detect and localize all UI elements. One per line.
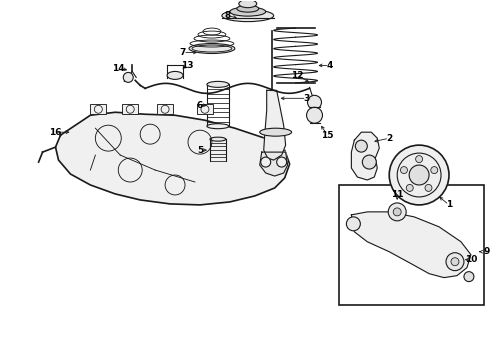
Circle shape bbox=[307, 107, 322, 123]
Text: 3: 3 bbox=[303, 94, 310, 103]
Ellipse shape bbox=[189, 44, 235, 54]
Text: 1: 1 bbox=[446, 201, 452, 210]
Circle shape bbox=[308, 95, 321, 109]
Text: 6: 6 bbox=[197, 101, 203, 110]
Bar bbox=[90, 104, 106, 114]
Circle shape bbox=[425, 184, 432, 192]
Ellipse shape bbox=[230, 7, 266, 16]
Polygon shape bbox=[264, 90, 286, 160]
Bar bbox=[340, 185, 484, 305]
Circle shape bbox=[261, 157, 270, 167]
Text: 2: 2 bbox=[386, 134, 392, 143]
Circle shape bbox=[431, 167, 438, 174]
Text: 14: 14 bbox=[112, 64, 124, 73]
Ellipse shape bbox=[237, 5, 259, 12]
Circle shape bbox=[123, 72, 133, 82]
Polygon shape bbox=[55, 112, 290, 205]
Ellipse shape bbox=[207, 124, 229, 129]
Circle shape bbox=[400, 167, 408, 174]
Text: 11: 11 bbox=[391, 190, 403, 199]
Circle shape bbox=[346, 217, 360, 231]
Text: 16: 16 bbox=[49, 128, 62, 137]
Circle shape bbox=[389, 145, 449, 205]
Circle shape bbox=[451, 258, 459, 266]
Text: 4: 4 bbox=[326, 61, 333, 70]
Text: 7: 7 bbox=[180, 48, 186, 57]
Bar bbox=[197, 104, 213, 114]
Text: 12: 12 bbox=[292, 71, 304, 80]
Text: 5: 5 bbox=[197, 145, 203, 154]
Ellipse shape bbox=[210, 137, 226, 141]
Bar bbox=[122, 104, 138, 114]
Text: 10: 10 bbox=[465, 255, 477, 264]
Circle shape bbox=[362, 155, 376, 169]
Circle shape bbox=[416, 156, 422, 163]
Text: 13: 13 bbox=[181, 61, 193, 70]
Circle shape bbox=[464, 272, 474, 282]
Ellipse shape bbox=[222, 10, 274, 22]
Text: 9: 9 bbox=[484, 247, 490, 256]
Circle shape bbox=[277, 157, 287, 167]
Circle shape bbox=[355, 140, 368, 152]
Bar bbox=[157, 104, 173, 114]
Ellipse shape bbox=[167, 71, 183, 80]
Circle shape bbox=[393, 208, 401, 216]
Ellipse shape bbox=[260, 128, 292, 136]
Text: 8: 8 bbox=[225, 11, 231, 20]
Circle shape bbox=[446, 253, 464, 271]
Polygon shape bbox=[351, 212, 471, 278]
Circle shape bbox=[406, 184, 413, 192]
Polygon shape bbox=[351, 132, 379, 180]
Ellipse shape bbox=[239, 0, 257, 8]
Circle shape bbox=[388, 203, 406, 221]
Polygon shape bbox=[260, 152, 288, 176]
Circle shape bbox=[409, 165, 429, 185]
Text: 15: 15 bbox=[321, 131, 334, 140]
Ellipse shape bbox=[207, 81, 229, 87]
